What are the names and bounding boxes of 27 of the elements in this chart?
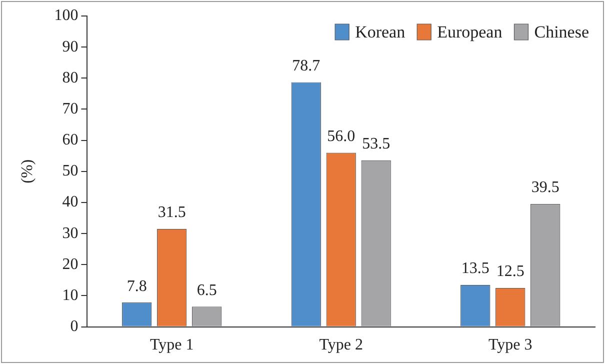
y-axis-title: (%) — [18, 159, 36, 184]
y-tick-label: 80 — [62, 69, 78, 86]
legend-label: Chinese — [534, 22, 590, 42]
x-tick-label: Type 1 — [150, 336, 194, 354]
y-tick-label: 50 — [62, 162, 78, 180]
data-label: 39.5 — [531, 179, 560, 196]
y-tick-label: 70 — [62, 100, 78, 118]
y-tick-label: 20 — [62, 256, 78, 273]
y-tick-label: 90 — [62, 38, 78, 56]
data-label: 78.7 — [292, 57, 320, 74]
y-tick-label: 100 — [54, 7, 78, 24]
data-label: 13.5 — [461, 260, 490, 278]
data-label: 53.5 — [362, 136, 390, 153]
y-tick-label: 10 — [62, 286, 78, 304]
data-label: 12.5 — [496, 263, 524, 280]
legend-label: European — [437, 22, 503, 42]
y-tick-label: 30 — [62, 224, 78, 242]
y-tick-label: 60 — [62, 132, 78, 149]
y-tick-label: 0 — [70, 318, 78, 336]
x-tick-label: Type 2 — [319, 336, 363, 354]
legend-label: Korean — [355, 22, 406, 42]
data-label: 6.5 — [196, 282, 217, 299]
data-label: 7.8 — [126, 278, 147, 295]
data-label: 56.0 — [327, 128, 356, 145]
y-tick-label: 40 — [62, 194, 78, 211]
data-label: 31.5 — [158, 204, 186, 222]
x-tick-label: Type 3 — [488, 336, 532, 354]
